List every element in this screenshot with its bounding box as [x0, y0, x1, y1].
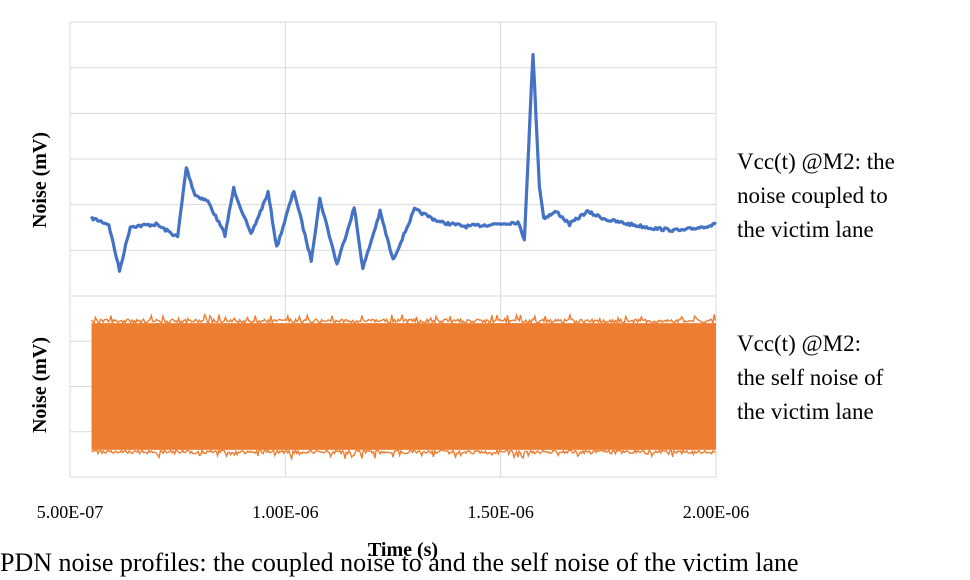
self-noise-lower-edge: [91, 447, 716, 461]
x-tick-labels: 5.00E-07 1.00E-06 1.50E-06 2.00E-06: [37, 502, 750, 522]
series-annotation-bottom: Vcc(t) @M2: the self noise of the victim…: [737, 331, 884, 424]
figure-caption: PDN noise profiles: the coupled noise to…: [0, 548, 799, 577]
x-tick-label: 1.50E-06: [467, 502, 534, 522]
series-band-self-noise: [90, 312, 717, 461]
series-annotation-top: Vcc(t) @M2: the noise coupled to the vic…: [737, 149, 895, 242]
self-noise-upper-edge: [90, 312, 717, 326]
series-line-coupled-noise: [90, 53, 717, 273]
x-tick-label: 2.00E-06: [683, 502, 750, 522]
x-tick-label: 5.00E-07: [37, 502, 104, 522]
x-axis-title: Time (s): [368, 539, 438, 561]
self-noise-band-body: [91, 323, 717, 450]
y-axis-title-top: Noise (mV): [29, 132, 51, 228]
y-axis-title-bottom: Noise (mV): [29, 337, 51, 433]
x-tick-label: 1.00E-06: [252, 502, 319, 522]
series-layer: [90, 53, 717, 461]
